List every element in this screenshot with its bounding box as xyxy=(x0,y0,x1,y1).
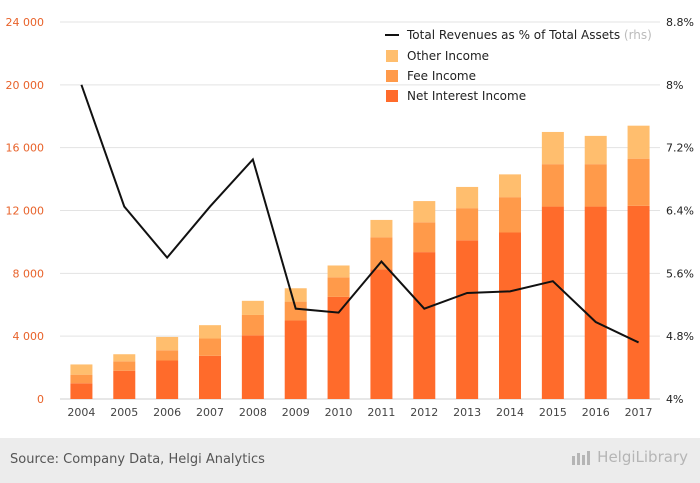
y-left-tick-label: 12 000 xyxy=(6,205,45,218)
y-left-tick-label: 0 xyxy=(37,393,44,406)
bar xyxy=(113,354,136,362)
x-tick-label: 2009 xyxy=(282,406,310,419)
grid xyxy=(60,21,660,400)
bar xyxy=(584,206,607,399)
brand-text: HelgiLibrary xyxy=(597,448,688,466)
x-tick-label: 2008 xyxy=(239,406,267,419)
bar xyxy=(370,237,393,270)
chart: 0 4 000 8 000 12 000 16 000 20 000 24 000 4% 4.… xyxy=(6,16,694,419)
x-tick-label: 2014 xyxy=(496,406,524,419)
bar xyxy=(156,360,179,399)
bar xyxy=(413,201,436,223)
bar xyxy=(70,374,93,384)
bar xyxy=(70,383,93,399)
bar xyxy=(241,335,264,399)
x-axis: 2004 2005 2006 2007 2008 2009 2010 2011 2012 2013… xyxy=(67,406,652,419)
bar xyxy=(327,277,350,297)
bar xyxy=(541,164,564,207)
y-axis-right: 4% 4.8% 5.6% 6.4% 7.2% 8% 8.8% xyxy=(666,16,694,406)
bar xyxy=(541,131,564,165)
y-right-tick-label: 6.4% xyxy=(666,205,694,218)
legend-line-label: Total Revenues as % of Total Assets (rhs… xyxy=(406,28,652,42)
source-text: Source: Company Data, Helgi Analytics xyxy=(10,452,265,467)
line-path xyxy=(80,84,640,344)
x-tick-label: 2004 xyxy=(67,406,95,419)
bar xyxy=(413,252,436,399)
bar xyxy=(499,174,521,198)
y-right-tick-label: 8.8% xyxy=(666,16,694,29)
legend-swatch xyxy=(386,50,398,62)
bar xyxy=(284,320,307,399)
y-right-tick-label: 4.8% xyxy=(666,330,694,343)
bar xyxy=(241,314,264,336)
x-tick-label: 2007 xyxy=(196,406,224,419)
legend: Total Revenues as % of Total Assets (rhs… xyxy=(385,28,652,103)
y-right-tick-label: 4% xyxy=(666,393,683,406)
bar xyxy=(584,164,607,207)
bar xyxy=(156,350,179,361)
bar xyxy=(584,135,607,165)
library-icon xyxy=(572,450,591,465)
bars xyxy=(70,125,650,399)
bar xyxy=(627,125,650,159)
bar xyxy=(413,222,436,253)
x-tick-label: 2011 xyxy=(367,406,395,419)
bar xyxy=(456,240,479,399)
bar xyxy=(541,206,564,399)
bar xyxy=(156,336,179,351)
y-left-tick-label: 24 000 xyxy=(6,16,45,29)
bar xyxy=(284,301,307,321)
legend-label: Other Income xyxy=(407,49,489,63)
bar xyxy=(113,361,136,371)
y-left-tick-label: 8 000 xyxy=(13,267,45,280)
bar xyxy=(199,338,221,356)
bar xyxy=(327,265,350,278)
x-tick-label: 2015 xyxy=(539,406,567,419)
bar xyxy=(70,364,93,375)
legend-label: Fee Income xyxy=(407,69,476,83)
legend-swatch xyxy=(386,90,398,102)
x-tick-label: 2006 xyxy=(153,406,181,419)
y-axis-left: 0 4 000 8 000 12 000 16 000 20 000 24 000 xyxy=(6,16,45,406)
y-left-tick-label: 4 000 xyxy=(13,330,45,343)
x-tick-label: 2012 xyxy=(410,406,438,419)
bar xyxy=(627,158,650,206)
bar xyxy=(327,296,350,399)
bar xyxy=(456,186,479,209)
bar xyxy=(241,300,264,315)
y-left-tick-label: 16 000 xyxy=(6,142,45,155)
x-tick-label: 2017 xyxy=(625,406,653,419)
bar xyxy=(627,205,650,399)
x-tick-label: 2010 xyxy=(325,406,353,419)
bar xyxy=(284,288,307,302)
bar xyxy=(456,208,479,241)
y-left-tick-label: 20 000 xyxy=(6,79,45,92)
line-series xyxy=(80,84,640,344)
y-right-tick-label: 5.6% xyxy=(666,267,694,280)
x-tick-label: 2005 xyxy=(110,406,138,419)
bar xyxy=(370,269,393,399)
bar xyxy=(370,219,393,238)
bar xyxy=(199,355,221,399)
brand-logo: HelgiLibrary xyxy=(571,448,688,466)
legend-rhs-suffix: (rhs) xyxy=(624,28,652,42)
x-tick-label: 2013 xyxy=(453,406,481,419)
x-tick-label: 2016 xyxy=(582,406,610,419)
legend-swatch xyxy=(386,70,398,82)
bar xyxy=(113,370,136,399)
bar xyxy=(499,197,521,233)
bar xyxy=(499,232,521,399)
legend-label: Net Interest Income xyxy=(407,89,526,103)
footer: Source: Company Data, Helgi Analytics He… xyxy=(0,438,700,483)
bar xyxy=(199,325,221,339)
y-right-tick-label: 8% xyxy=(666,79,683,92)
y-right-tick-label: 7.2% xyxy=(666,142,694,155)
